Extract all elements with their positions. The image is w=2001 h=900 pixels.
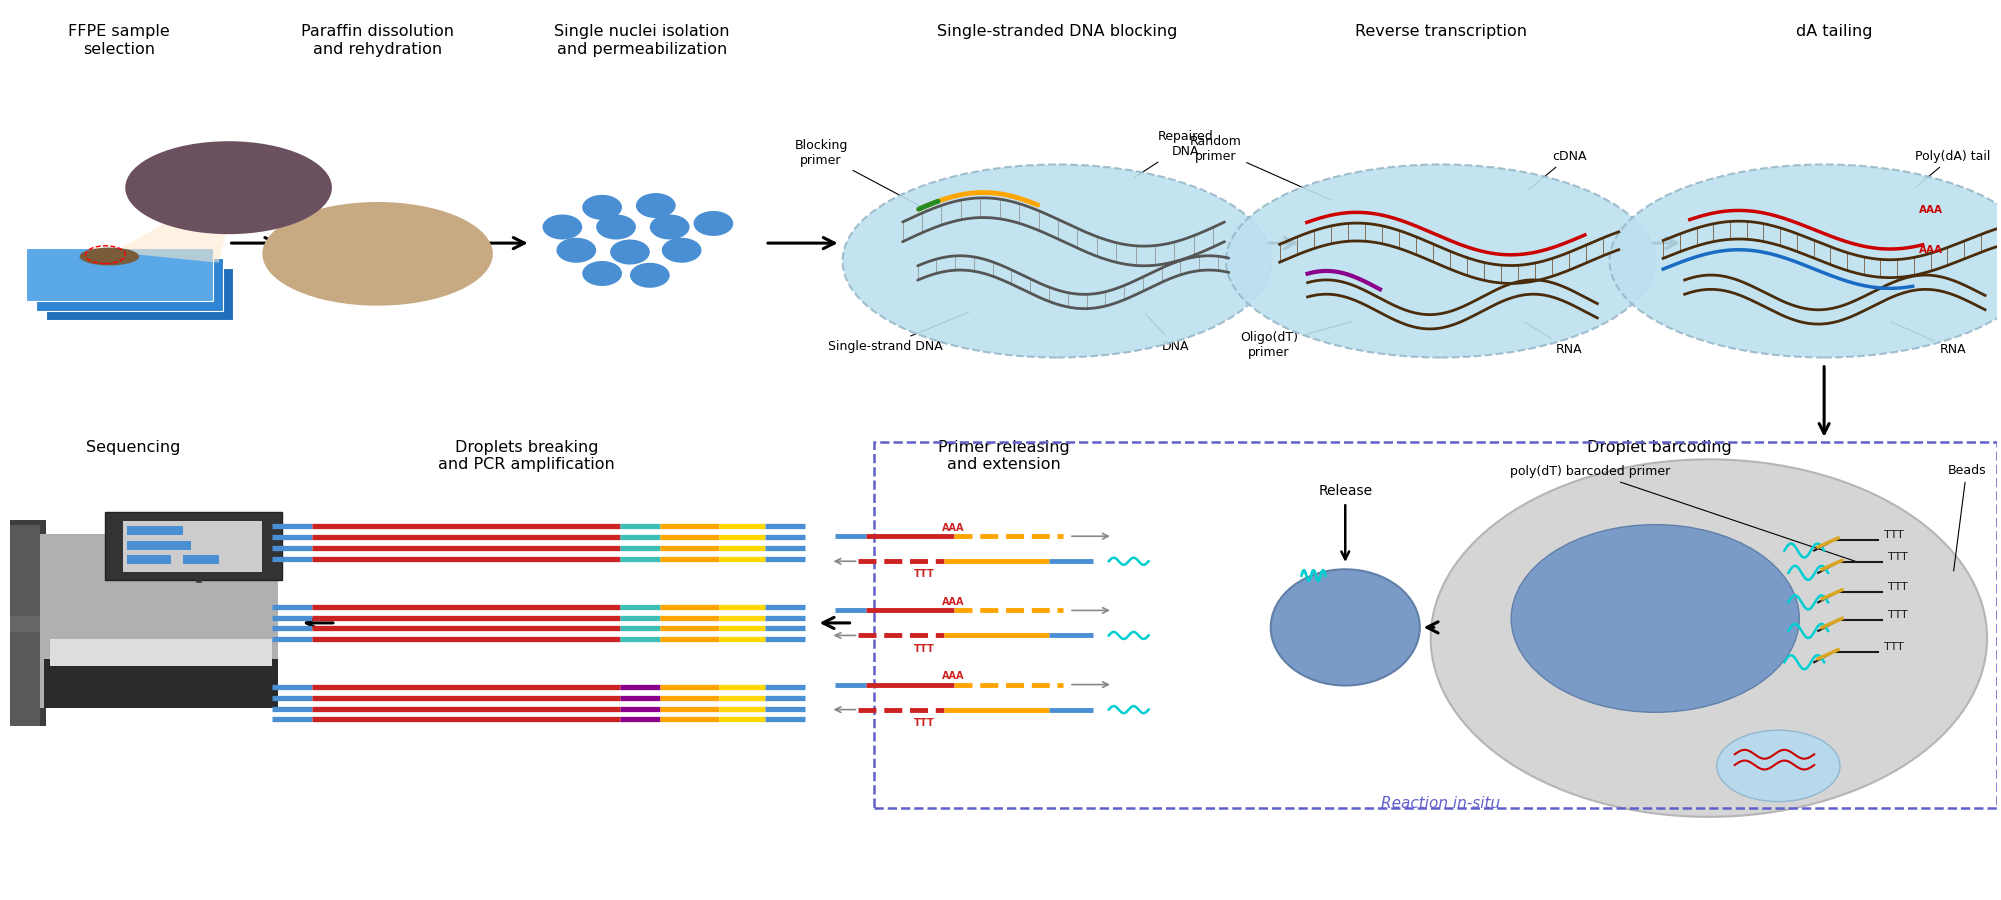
Text: poly(dT) barcoded primer: poly(dT) barcoded primer bbox=[1511, 465, 1855, 562]
Text: TTT: TTT bbox=[1887, 553, 1907, 562]
Text: AAA: AAA bbox=[1919, 246, 1943, 256]
Ellipse shape bbox=[1511, 525, 1799, 712]
FancyBboxPatch shape bbox=[106, 512, 282, 580]
Text: DNA: DNA bbox=[1145, 313, 1189, 353]
Ellipse shape bbox=[556, 238, 596, 263]
Text: FFPE sample
selection: FFPE sample selection bbox=[68, 24, 170, 57]
Text: Single-strand DNA: Single-strand DNA bbox=[828, 312, 968, 353]
Text: Single-stranded DNA blocking: Single-stranded DNA blocking bbox=[936, 24, 1177, 39]
Text: Primer releasing
and extension: Primer releasing and extension bbox=[938, 440, 1069, 472]
Text: Sequencing: Sequencing bbox=[86, 440, 180, 454]
Text: Beads: Beads bbox=[1947, 464, 1985, 571]
Ellipse shape bbox=[596, 214, 636, 239]
Ellipse shape bbox=[1271, 570, 1421, 686]
Text: Release: Release bbox=[1319, 484, 1373, 498]
Text: AAA: AAA bbox=[942, 597, 964, 607]
Text: AAA: AAA bbox=[942, 671, 964, 681]
Text: Single nuclei isolation
and permeabilization: Single nuclei isolation and permeabiliza… bbox=[554, 24, 730, 57]
FancyBboxPatch shape bbox=[0, 616, 40, 632]
Text: TTT: TTT bbox=[914, 717, 934, 728]
Ellipse shape bbox=[1717, 730, 1841, 802]
FancyBboxPatch shape bbox=[0, 520, 46, 725]
Text: TTT: TTT bbox=[914, 570, 934, 580]
Circle shape bbox=[842, 165, 1273, 357]
Text: AAA: AAA bbox=[942, 523, 964, 533]
FancyBboxPatch shape bbox=[36, 257, 222, 310]
Polygon shape bbox=[114, 183, 238, 263]
Text: dA tailing: dA tailing bbox=[1795, 24, 1873, 39]
Ellipse shape bbox=[636, 194, 676, 218]
FancyBboxPatch shape bbox=[0, 525, 40, 725]
Ellipse shape bbox=[610, 239, 650, 265]
Ellipse shape bbox=[582, 194, 622, 220]
Text: Reverse transcription: Reverse transcription bbox=[1355, 24, 1527, 39]
Text: cDNA: cDNA bbox=[1529, 149, 1587, 190]
Text: TTT: TTT bbox=[914, 644, 934, 653]
Text: Random
primer: Random primer bbox=[1189, 135, 1331, 200]
FancyBboxPatch shape bbox=[182, 555, 218, 564]
Bar bbox=[874, 442, 1997, 808]
Text: Oligo(dT)
primer: Oligo(dT) primer bbox=[1241, 321, 1353, 358]
Text: Droplets breaking
and PCR amplification: Droplets breaking and PCR amplification bbox=[438, 440, 614, 472]
FancyBboxPatch shape bbox=[50, 639, 272, 666]
FancyBboxPatch shape bbox=[44, 659, 278, 707]
Ellipse shape bbox=[582, 261, 622, 286]
FancyBboxPatch shape bbox=[128, 541, 190, 550]
Ellipse shape bbox=[542, 214, 582, 239]
FancyBboxPatch shape bbox=[46, 267, 232, 320]
Text: RNA: RNA bbox=[1891, 322, 1967, 356]
FancyBboxPatch shape bbox=[26, 248, 212, 301]
Text: Droplet barcoding: Droplet barcoding bbox=[1587, 440, 1731, 454]
Circle shape bbox=[126, 141, 332, 234]
Text: Repaired
DNA: Repaired DNA bbox=[1135, 130, 1215, 177]
Ellipse shape bbox=[1431, 459, 1987, 817]
Ellipse shape bbox=[630, 263, 670, 288]
Text: TTT: TTT bbox=[1883, 530, 1903, 540]
Circle shape bbox=[262, 202, 492, 306]
FancyBboxPatch shape bbox=[128, 526, 182, 536]
Text: TTT: TTT bbox=[1887, 610, 1907, 620]
Ellipse shape bbox=[80, 248, 140, 266]
FancyBboxPatch shape bbox=[40, 534, 278, 707]
FancyBboxPatch shape bbox=[124, 521, 262, 572]
FancyBboxPatch shape bbox=[128, 555, 170, 564]
Text: Poly(dA) tail: Poly(dA) tail bbox=[1915, 149, 1991, 187]
Text: TTT: TTT bbox=[1887, 582, 1907, 592]
Ellipse shape bbox=[662, 238, 702, 263]
Text: Paraffin dissolution
and rehydration: Paraffin dissolution and rehydration bbox=[300, 24, 454, 57]
Circle shape bbox=[1227, 165, 1655, 357]
Text: RNA: RNA bbox=[1525, 322, 1583, 356]
Ellipse shape bbox=[694, 211, 732, 236]
Circle shape bbox=[1609, 165, 2001, 357]
Text: AAA: AAA bbox=[1919, 204, 1943, 215]
Text: TTT: TTT bbox=[1883, 642, 1903, 652]
Text: Blocking
primer: Blocking primer bbox=[794, 140, 930, 212]
Ellipse shape bbox=[650, 214, 690, 239]
Text: Reaction in-situ: Reaction in-situ bbox=[1381, 796, 1501, 811]
